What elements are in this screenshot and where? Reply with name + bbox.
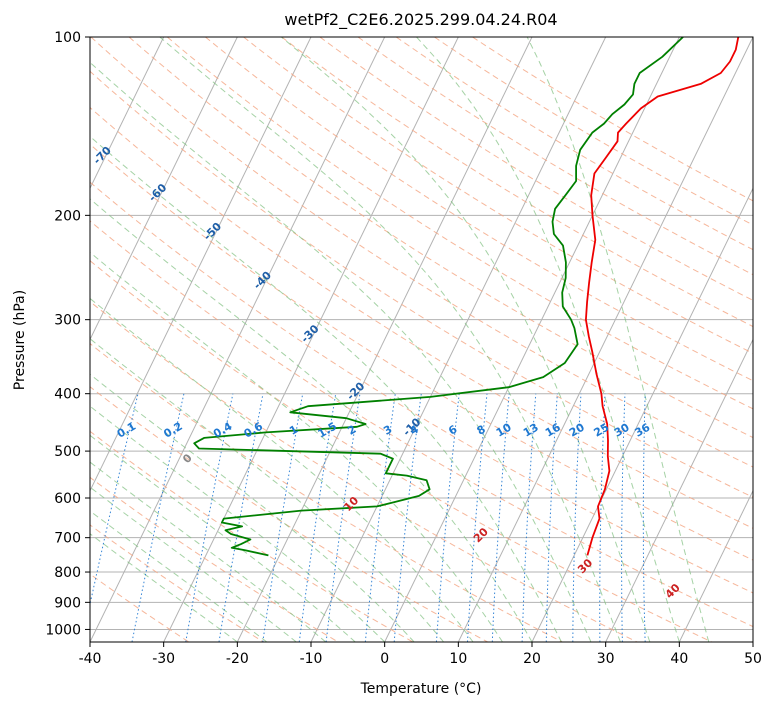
x-tick-label: -30 (152, 651, 175, 667)
mixing-ratio-line (545, 393, 558, 642)
isotherm-line (236, 37, 533, 642)
y-tick-label: 500 (54, 444, 81, 460)
y-tick-label: 400 (54, 387, 81, 403)
background-lines (90, 37, 753, 642)
dry-adiabat-line (281, 37, 753, 328)
dry-adiabat-line (90, 342, 563, 642)
y-tick-label: 300 (54, 313, 81, 329)
mixing-ratio-line (364, 393, 396, 642)
moist-adiabat-line (90, 510, 268, 642)
plot-area (90, 37, 753, 642)
isotherm-line (90, 37, 165, 190)
moist-adiabat-line (526, 37, 710, 642)
moist-adiabat-line (90, 198, 533, 642)
isotherm-label: -80 (34, 109, 57, 132)
dry-adiabat-line (90, 386, 488, 642)
axes: -40 -30 -20 -10 0 10 20 30 40 50 100 200 300 400 500 60… (45, 30, 762, 667)
mixing-ratio-line (262, 393, 304, 642)
isotherm-line (678, 489, 753, 642)
moist-adiabat-line (90, 338, 444, 642)
isotherm-line (384, 37, 680, 642)
x-tick-label: 0 (380, 651, 389, 667)
chart-title: wetPf2_C2E6.2025.299.04.24.R04 (284, 10, 557, 30)
dry-adiabat-line (90, 476, 339, 642)
isotherm-line (90, 37, 238, 341)
moist-adiabat-line (90, 297, 474, 642)
isotherm-line (163, 37, 459, 642)
mixing-ratio-line (131, 393, 185, 642)
isotherm-line (752, 640, 753, 642)
moist-adiabat-line (90, 135, 562, 642)
dry-adiabat-line (90, 106, 753, 529)
dry-adiabat-line (357, 37, 753, 276)
y-tick-label: 600 (54, 491, 81, 507)
isotherm-line (457, 37, 753, 642)
y-axis-label: Pressure (hPa) (12, 290, 28, 390)
dry-adiabat-line (90, 143, 753, 561)
y-tick-label: 100 (54, 30, 81, 46)
moist-adiabat-line (90, 461, 327, 642)
moist-adiabat-line (90, 251, 503, 642)
dewpoint-line (193, 37, 684, 557)
y-tick-label: 800 (54, 565, 81, 581)
mixing-ratio-line (467, 393, 488, 642)
x-tick-label: 50 (744, 651, 762, 667)
isotherm-line (605, 338, 753, 642)
dry-adiabat-line (90, 181, 753, 594)
x-tick-label: -10 (300, 651, 323, 667)
mixing-ratio-line (642, 393, 646, 642)
dry-adiabat-line (90, 70, 753, 498)
y-tick-label: 700 (54, 531, 81, 547)
y-tick-label: 200 (54, 208, 81, 224)
mixing-ratio-line (491, 393, 510, 642)
dry-adiabat-line (395, 37, 753, 251)
profile-series (193, 37, 740, 557)
dry-adiabat-line (128, 37, 753, 439)
moist-adiabat-line (90, 61, 592, 642)
dry-adiabat-line (90, 300, 638, 642)
x-tick-label: 30 (597, 651, 615, 667)
mixing-ratio-line (521, 393, 537, 642)
dry-adiabat-line (243, 37, 753, 354)
dry-adiabat-line (472, 37, 753, 202)
mixing-ratio-line (435, 393, 460, 642)
mixing-ratio-line (325, 393, 361, 642)
x-tick-label: -20 (226, 651, 249, 667)
isotherm-line (310, 37, 607, 642)
x-tick-label: -40 (79, 651, 102, 667)
temperature-line (585, 37, 740, 556)
mixing-ratio-line (298, 393, 337, 642)
y-tick-label: 900 (54, 595, 81, 611)
isotherm-line (90, 37, 312, 492)
mixing-ratio-line (185, 393, 234, 642)
mixing-ratio-line (393, 393, 422, 642)
x-tick-label: 10 (449, 651, 467, 667)
moist-adiabat-line (90, 373, 415, 642)
isotherm-line (531, 187, 753, 642)
x-tick-label: 20 (523, 651, 541, 667)
y-tick-label: 1000 (45, 622, 81, 638)
plot-frame (89, 36, 754, 643)
moist-adiabat-line (90, 533, 238, 642)
x-axis-label: Temperature (°C) (360, 681, 482, 697)
mixing-ratio-line (599, 393, 606, 642)
isotherm-line (90, 37, 386, 642)
dry-adiabat-line (90, 524, 264, 642)
dry-adiabat-line (166, 37, 753, 410)
moist-adiabat-line (280, 37, 651, 642)
mixing-ratio-line (572, 393, 582, 642)
moist-adiabat-line (416, 37, 680, 642)
x-tick-label: 40 (670, 651, 688, 667)
mixing-ratio-line (621, 393, 626, 642)
moist-adiabat-line (90, 405, 386, 642)
moist-adiabat-line (159, 37, 621, 642)
dry-adiabat-line (90, 220, 753, 628)
moist-adiabat-line (90, 434, 356, 642)
